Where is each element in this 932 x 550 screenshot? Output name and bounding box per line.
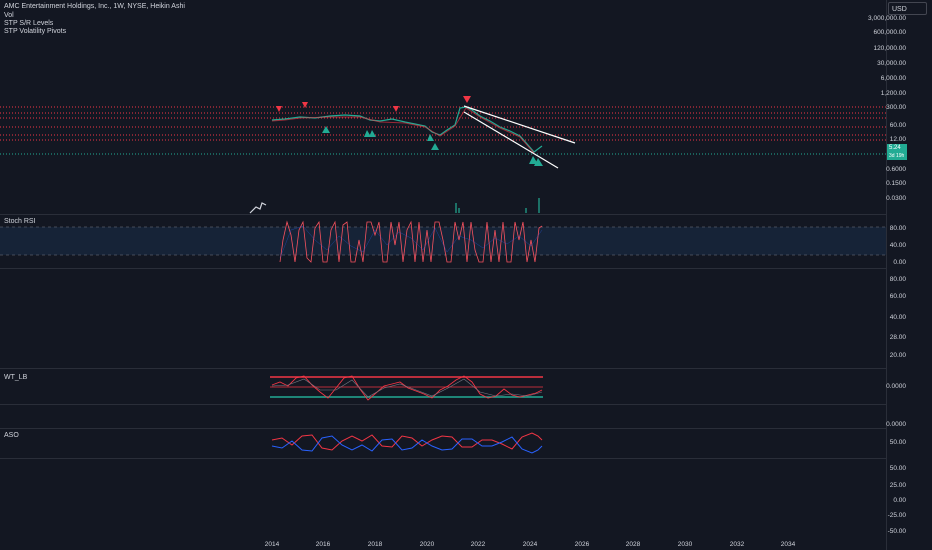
stoch-axis-label: 40.00 [889, 242, 906, 249]
stoch-axis-label: 0.00 [893, 259, 906, 266]
stoch-axis-label: 80.00 [889, 225, 906, 232]
aso-axis-label: 0.00 [893, 497, 906, 504]
pivot-markers [276, 96, 543, 166]
time-axis-label: 2026 [574, 541, 590, 548]
rsi-axis-label: 80.00 [889, 276, 906, 283]
legend-indicator-sr[interactable]: STP S/R Levels [4, 20, 54, 27]
pane-separator[interactable] [0, 428, 886, 429]
price-axis-label: 60.00 [889, 122, 906, 129]
symbol-title[interactable]: AMC Entertainment Holdings, Inc., 1W, NY… [4, 3, 185, 10]
price-axis-label: 0.0300 [886, 195, 906, 202]
wt-lb-title[interactable]: WT_LB [4, 374, 28, 381]
price-axis-label: 30,000.00 [877, 60, 906, 67]
price-axis-label: 6,000.00 [880, 75, 906, 82]
pane-separator[interactable] [0, 268, 886, 269]
trendline-upper[interactable] [463, 105, 576, 144]
wt-axis-label: 0.0000 [886, 383, 906, 390]
aso-axis-label: 25.00 [889, 482, 906, 489]
sr-levels [0, 106, 886, 155]
price-axis-label: 600,000.00 [873, 29, 906, 36]
time-axis-label: 2020 [419, 541, 435, 548]
currency-button[interactable]: USD [888, 2, 927, 15]
wt-line-1 [271, 375, 543, 401]
time-axis-label: 2030 [677, 541, 693, 548]
price-axis-border [886, 0, 887, 550]
price-axis-label: 300.00 [886, 104, 906, 111]
aso-axis-label: -25.00 [887, 512, 906, 519]
aso-axis-label: -50.00 [887, 528, 906, 535]
price-axis-label: 120,000.00 [873, 45, 906, 52]
aso-axis-label: 50.00 [889, 465, 906, 472]
time-axis-label: 2028 [625, 541, 641, 548]
volume-bars [455, 198, 540, 213]
rsi-axis-label: 28.00 [889, 334, 906, 341]
rsi-axis-label: 40.00 [889, 314, 906, 321]
price-axis-label: 12.00 [889, 136, 906, 143]
time-axis-label: 2032 [729, 541, 745, 548]
price-candles [271, 106, 543, 153]
time-axis-label: 2024 [522, 541, 538, 548]
time-axis-label: 2034 [780, 541, 796, 548]
pane-separator[interactable] [0, 404, 886, 405]
aso-axis-label: 50.00 [889, 439, 906, 446]
legend-indicator-pivots[interactable]: STP Volatility Pivots [4, 28, 67, 35]
pane-separator[interactable] [0, 214, 886, 215]
tradingview-logo-icon [249, 202, 267, 214]
last-price-tag: 5.24 [887, 144, 907, 152]
time-axis-label: 2022 [470, 541, 486, 548]
wt-axis-label: 0.0000 [886, 421, 906, 428]
time-axis-label: 2018 [367, 541, 383, 548]
time-axis-label: 2016 [315, 541, 331, 548]
time-axis-label: 2014 [264, 541, 280, 548]
trendline-lower[interactable] [463, 111, 559, 169]
aso-bull-line [271, 432, 543, 451]
price-axis-label: 0.6000 [886, 166, 906, 173]
stoch-rsi-k [279, 220, 543, 263]
rsi-axis-label: 60.00 [889, 293, 906, 300]
bar-countdown: 3d 19h [887, 152, 907, 160]
price-axis-label: 3,000,000.00 [868, 15, 906, 22]
aso-bear-line [271, 435, 543, 454]
price-axis-label: 1,200.00 [880, 90, 906, 97]
legend-vol[interactable]: Vol [4, 12, 14, 19]
pane-separator[interactable] [0, 368, 886, 369]
price-axis-label: 0.1500 [886, 180, 906, 187]
aso-title[interactable]: ASO [4, 432, 19, 439]
pane-separator[interactable] [0, 458, 886, 459]
rsi-axis-label: 20.00 [889, 352, 906, 359]
stoch-rsi-title[interactable]: Stoch RSI [4, 218, 36, 225]
